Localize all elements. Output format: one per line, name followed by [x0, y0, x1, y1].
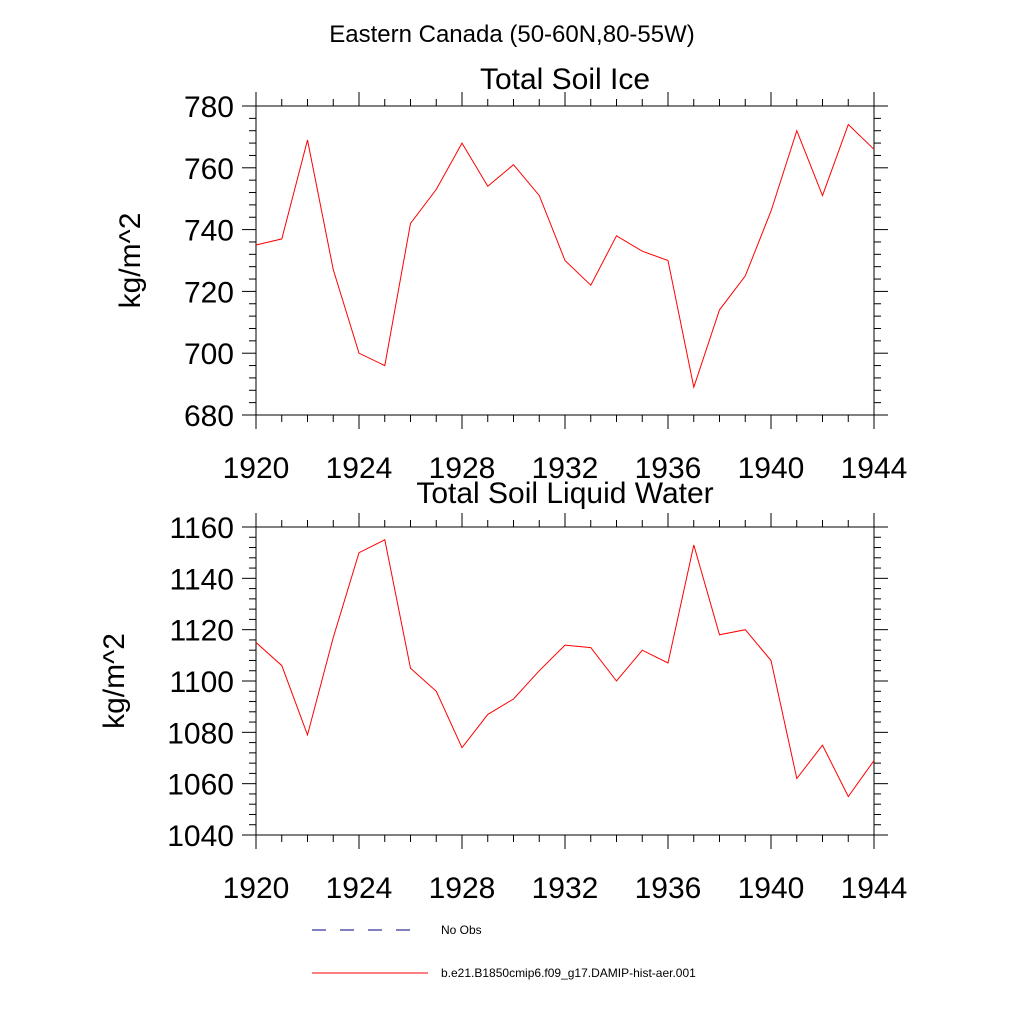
x-tick-label: 1944 — [841, 452, 908, 485]
x-tick-label: 1928 — [429, 452, 496, 485]
panel-soil-ice: Total Soil Ice kg/m^2 1920 1924 1928 1932 1936… — [114, 63, 907, 485]
x-tick-label: 1920 — [223, 872, 290, 905]
plot-frame — [255, 526, 875, 836]
series-line — [255, 539, 875, 798]
y-tick-label: 740 — [184, 215, 234, 248]
main-title: Eastern Canada (50-60N,80-55W) — [329, 21, 695, 48]
y-axis-label: kg/m^2 — [114, 213, 147, 309]
y-tick-label: 720 — [184, 276, 234, 309]
legend-label-no-obs: No Obs — [441, 923, 482, 937]
legend: No Obs b.e21.B1850cmip6.f09_g17.DAMIP-hi… — [312, 923, 696, 980]
legend-label-model: b.e21.B1850cmip6.f09_g17.DAMIP-hist-aer.… — [441, 966, 696, 980]
y-tick-label: 1040 — [167, 820, 234, 853]
panel-soil-liquid-water: Total Soil Liquid Water kg/m^2 1920 1924 192… — [98, 477, 907, 905]
y-tick-label: 1140 — [169, 563, 234, 596]
y-tick-label: 1100 — [169, 666, 234, 699]
x-tick-label: 1940 — [738, 872, 805, 905]
chart-title: Total Soil Ice — [480, 63, 650, 96]
y-tick-label: 1120 — [169, 615, 234, 648]
y-tick-label: 1160 — [169, 512, 234, 545]
x-tick-label: 1920 — [223, 452, 290, 485]
x-tick-label: 1924 — [326, 872, 393, 905]
chart-title: Total Soil Liquid Water — [416, 477, 713, 510]
x-tick-label: 1932 — [532, 872, 599, 905]
y-tick-label: 1080 — [167, 717, 234, 750]
x-tick-label: 1936 — [635, 872, 702, 905]
y-tick-label: 680 — [184, 400, 234, 433]
x-tick-label: 1940 — [738, 452, 805, 485]
y-tick-label: 780 — [184, 91, 234, 124]
series-line — [255, 123, 875, 390]
x-tick-label: 1944 — [841, 872, 908, 905]
x-tick-label: 1936 — [635, 452, 702, 485]
x-tick-label: 1924 — [326, 452, 393, 485]
y-tick-label: 700 — [184, 338, 234, 371]
x-tick-label: 1932 — [532, 452, 599, 485]
y-tick-label: 1060 — [167, 769, 234, 802]
y-tick-label: 760 — [184, 153, 234, 186]
y-axis-label: kg/m^2 — [98, 633, 131, 729]
x-tick-label: 1928 — [429, 872, 496, 905]
